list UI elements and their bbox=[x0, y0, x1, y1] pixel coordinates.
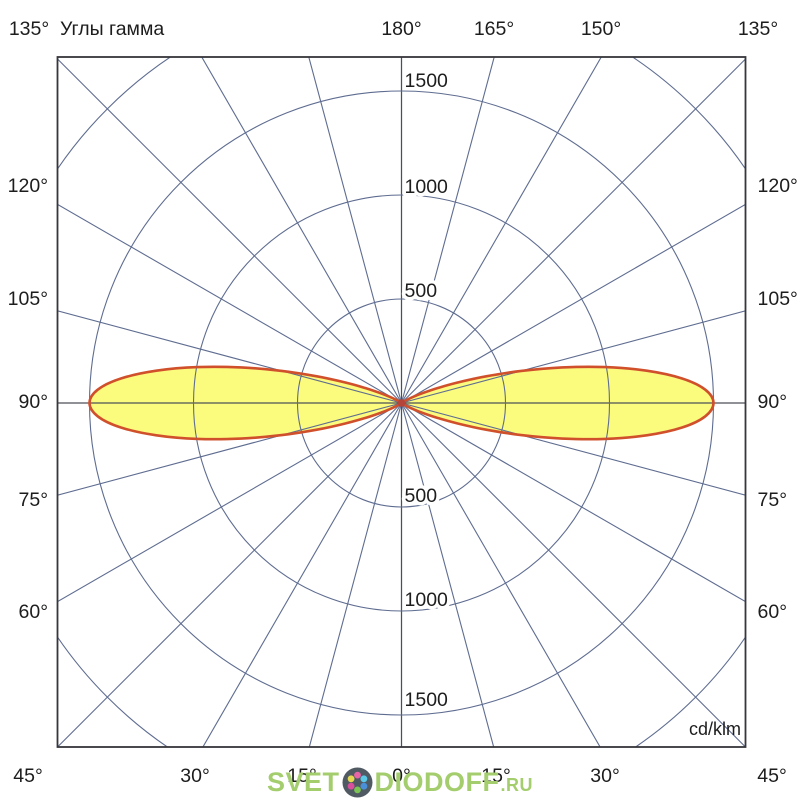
watermark-text-left: SVET bbox=[266, 767, 340, 797]
ring-label: 500 bbox=[405, 485, 438, 507]
grid-radial bbox=[401, 310, 746, 404]
angle-label-bottom: 45° bbox=[757, 765, 787, 787]
angle-label-top: 150° bbox=[581, 18, 621, 40]
grid-radial bbox=[401, 402, 601, 747]
logo-dot bbox=[347, 775, 355, 783]
grid-radial bbox=[57, 203, 402, 404]
grid-radial bbox=[401, 203, 746, 404]
intensity-curve-outline-layer bbox=[88, 365, 715, 441]
angle-label-top: 180° bbox=[381, 18, 421, 40]
watermark-logo-icon bbox=[342, 767, 373, 798]
grid-radial bbox=[57, 58, 402, 404]
chart-title: Углы гамма bbox=[60, 18, 164, 40]
logo-dot bbox=[353, 771, 361, 779]
logo-dot bbox=[353, 786, 361, 794]
grid-radial bbox=[57, 402, 402, 747]
angle-label-bottom: 30° bbox=[180, 765, 210, 787]
grid-radial bbox=[401, 402, 746, 747]
angle-label-right: 120° bbox=[758, 175, 798, 197]
grid-ring-1000 bbox=[192, 194, 611, 612]
logo-dot bbox=[360, 775, 367, 783]
angle-label-left: 105° bbox=[8, 288, 48, 310]
angle-label-left: 90° bbox=[19, 391, 49, 413]
grid-radial bbox=[401, 402, 746, 496]
grid-radial bbox=[201, 57, 402, 404]
grid-radial bbox=[400, 57, 495, 404]
grid-radial bbox=[202, 402, 402, 747]
angle-label-right: 60° bbox=[758, 601, 788, 623]
watermark: SVET DIODOFF .RU bbox=[267, 767, 533, 798]
grid-radial bbox=[401, 402, 746, 603]
angle-label-top: 135° bbox=[738, 18, 778, 40]
angle-label-bottom: 15° bbox=[481, 765, 511, 787]
angle-label-right: 75° bbox=[758, 489, 788, 511]
grid-radial bbox=[57, 310, 402, 404]
curve-center-dot bbox=[397, 399, 406, 407]
grid-radial bbox=[401, 58, 746, 404]
angle-label-bottom: 0° bbox=[392, 765, 411, 787]
logo-dot bbox=[360, 782, 367, 790]
ring-label: 1500 bbox=[405, 70, 449, 92]
grid-radial bbox=[308, 402, 403, 747]
grid-radial bbox=[308, 57, 403, 404]
grid-radial bbox=[401, 57, 602, 404]
unit-label: cd/klm bbox=[689, 719, 741, 739]
plot-border bbox=[56, 56, 747, 748]
watermark-suffix: .RU bbox=[500, 775, 534, 795]
angle-label-bottom: 30° bbox=[590, 765, 620, 787]
grid-ring-500 bbox=[296, 298, 507, 508]
ring-label: 1000 bbox=[405, 589, 449, 611]
angle-label-top: 165° bbox=[474, 18, 514, 40]
watermark-text-right: DIODOFF bbox=[374, 767, 500, 797]
ring-label: 1500 bbox=[405, 689, 449, 711]
grid-radial bbox=[57, 402, 402, 496]
grid-radial bbox=[400, 402, 495, 747]
angle-label-bottom: 15° bbox=[287, 765, 317, 787]
angle-label-bottom: 45° bbox=[13, 765, 43, 787]
logo-dot bbox=[347, 782, 355, 790]
angle-label-right: 105° bbox=[758, 288, 798, 310]
intensity-lobe-left-outline bbox=[88, 365, 403, 441]
angle-label-left: 60° bbox=[19, 601, 49, 623]
angle-label-top: 135° bbox=[9, 18, 49, 40]
angle-label-right: 90° bbox=[758, 391, 788, 413]
grid-radial bbox=[57, 402, 402, 603]
ring-label: 1000 bbox=[405, 176, 449, 198]
logo-circle bbox=[342, 767, 373, 798]
ring-label: 500 bbox=[405, 280, 438, 302]
angle-label-left: 75° bbox=[19, 489, 49, 511]
angle-label-left: 120° bbox=[8, 175, 48, 197]
intensity-lobe-right-outline bbox=[400, 365, 715, 441]
